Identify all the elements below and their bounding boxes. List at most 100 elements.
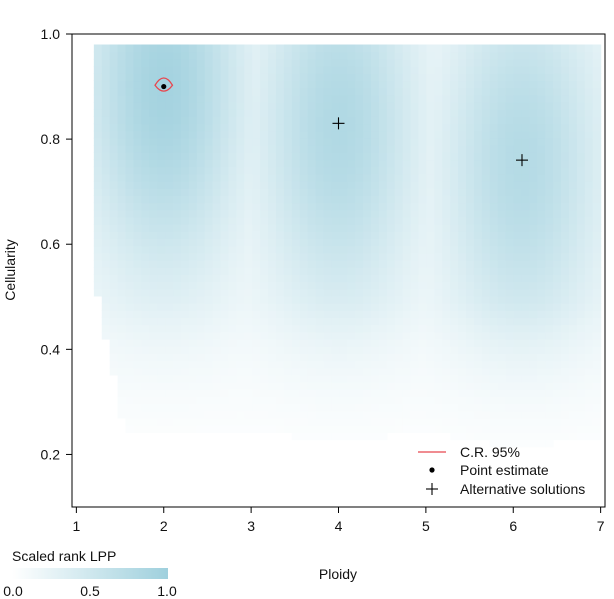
heatmap-cell [299, 331, 309, 340]
heatmap-cell [553, 51, 562, 60]
heatmap-cell [363, 238, 372, 247]
heatmap-cell [117, 238, 127, 247]
heatmap-cell [568, 166, 578, 175]
heatmap-cell [545, 173, 554, 182]
colorbar-gradient [12, 568, 168, 579]
heatmap-cell [244, 267, 253, 275]
heatmap-cell [386, 66, 396, 74]
heatmap-cell [489, 425, 499, 433]
heatmap-cell [402, 159, 412, 168]
heatmap-cell [394, 159, 404, 168]
heatmap-cell [173, 224, 182, 232]
heatmap-cell [450, 274, 459, 283]
heatmap-cell [410, 338, 420, 347]
heatmap-cell [133, 173, 142, 182]
heatmap-cell [141, 87, 150, 96]
heatmap-cell [553, 66, 562, 74]
heatmap-cell [252, 51, 261, 60]
heatmap-cell [481, 51, 491, 60]
heatmap-cell [212, 288, 222, 297]
heatmap-cell [93, 231, 103, 240]
heatmap-cell [473, 231, 483, 240]
heatmap-cell [117, 145, 127, 153]
heatmap-cell [489, 238, 499, 247]
heatmap-cell [307, 367, 317, 376]
heatmap-cell [188, 87, 198, 96]
heatmap-cell [370, 374, 380, 383]
heatmap-cell [426, 51, 435, 60]
heatmap-cell [584, 109, 594, 117]
heatmap-cell [426, 209, 435, 218]
heatmap-cell [93, 274, 103, 283]
heatmap-cell [125, 188, 135, 196]
heatmap-cell [458, 209, 467, 218]
heatmap-cell [252, 44, 261, 53]
heatmap-cell [410, 281, 420, 290]
heatmap-cell [236, 338, 245, 347]
heatmap-cell [157, 180, 166, 189]
heatmap-cell [125, 44, 135, 53]
heatmap-cell [434, 382, 443, 390]
heatmap-cell [568, 159, 578, 168]
heatmap-cell [260, 374, 269, 383]
heatmap-cell [497, 137, 507, 146]
heatmap-cell [402, 425, 412, 433]
heatmap-cell [394, 274, 404, 283]
heatmap-cell [505, 116, 515, 125]
heatmap-cell [529, 109, 538, 117]
heatmap-cell [149, 173, 158, 182]
heatmap-cell [576, 224, 586, 232]
heatmap-cell [173, 353, 182, 362]
heatmap-cell [489, 274, 499, 283]
heatmap-cell [458, 295, 467, 304]
heatmap-cell [291, 51, 301, 60]
heatmap-cell [537, 94, 546, 103]
heatmap-cell [394, 109, 404, 117]
heatmap-cell [331, 403, 340, 412]
heatmap-cell [109, 123, 119, 132]
heatmap-cell [378, 324, 388, 333]
heatmap-cell [220, 116, 230, 125]
heatmap-cell [339, 73, 348, 82]
heatmap-cell [291, 410, 301, 419]
heatmap-cell [521, 202, 530, 211]
heatmap-cell [481, 346, 491, 354]
heatmap-cell [260, 116, 269, 125]
heatmap-cell [426, 130, 435, 139]
heatmap-cell [410, 425, 420, 433]
heatmap-cell [355, 432, 364, 441]
heatmap-cell [244, 87, 253, 96]
heatmap-cell [426, 145, 435, 153]
heatmap-cell [434, 338, 443, 347]
heatmap-cell [370, 66, 380, 74]
heatmap-cell [568, 137, 578, 146]
heatmap-cell [584, 188, 594, 196]
heatmap-cell [133, 252, 142, 261]
heatmap-cell [584, 338, 594, 347]
heatmap-cell [315, 303, 325, 311]
heatmap-cell [268, 259, 277, 268]
heatmap-cell [157, 382, 166, 390]
heatmap-cell [299, 267, 309, 275]
heatmap-cell [363, 382, 372, 390]
heatmap-cell [378, 432, 388, 441]
heatmap-cell [529, 317, 538, 326]
heatmap-cell [418, 109, 428, 117]
heatmap-cell [315, 231, 325, 240]
heatmap-cell [236, 80, 245, 89]
heatmap-cell [481, 382, 491, 390]
heatmap-cell [347, 418, 356, 426]
heatmap-cell [458, 353, 467, 362]
heatmap-cell [576, 374, 586, 383]
heatmap-cell [157, 245, 166, 254]
heatmap-cell [252, 101, 261, 110]
heatmap-cell [347, 137, 356, 146]
heatmap-cell [109, 310, 119, 319]
heatmap-cell [355, 209, 364, 218]
heatmap-cell [481, 418, 491, 426]
heatmap-cell [299, 338, 309, 347]
heatmap-cell [117, 274, 127, 283]
heatmap-cell [402, 338, 412, 347]
heatmap-cell [204, 425, 214, 433]
heatmap-cell [117, 367, 127, 376]
